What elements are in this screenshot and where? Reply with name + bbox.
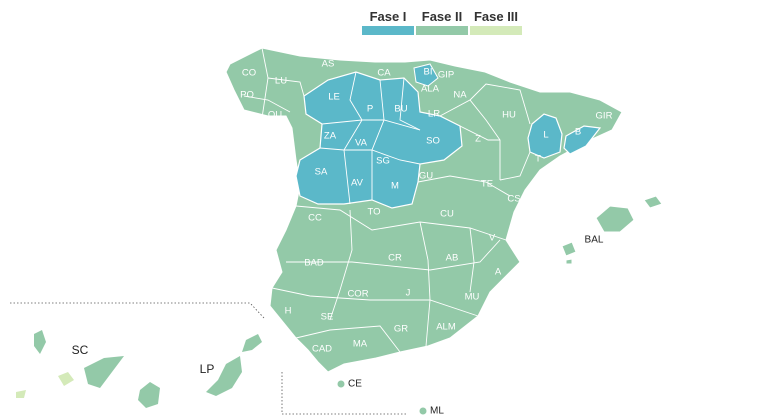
legend-label-phase-3: Fase III: [473, 9, 519, 24]
label-cs: CS: [507, 194, 520, 205]
label-bad: BAD: [304, 258, 324, 269]
label-hu: HU: [502, 110, 516, 121]
legend-item-phase-1: Fase I: [362, 8, 414, 35]
label-lu: LU: [275, 76, 287, 87]
label-ab: AB: [446, 253, 459, 264]
label-mu: MU: [465, 292, 480, 303]
label-le: LE: [328, 92, 340, 103]
label-h: H: [285, 306, 292, 317]
label-ou: OU: [268, 110, 282, 121]
label-se: SE: [321, 312, 334, 323]
legend-swatch-phase-1: [362, 26, 414, 35]
label-cor: COR: [347, 289, 368, 300]
label-ala: ALA: [421, 84, 440, 95]
phase-legend: Fase I Fase II Fase III: [362, 8, 522, 35]
ceuta-marker: [337, 380, 345, 388]
canary-inset-frame: [10, 302, 265, 319]
label-p: P: [367, 104, 373, 115]
label-co: CO: [242, 68, 256, 79]
ceuta-melilla-frame: [281, 372, 408, 415]
fuerteventura: [206, 356, 242, 396]
melilla-marker: [419, 407, 427, 415]
label-alm: ALM: [436, 322, 456, 333]
label-gu: GU: [419, 171, 433, 182]
label-a: A: [495, 267, 502, 278]
label-gir: GIR: [596, 111, 613, 122]
label-to: TO: [367, 207, 380, 218]
label-t: T: [535, 154, 541, 165]
la-gomera: [58, 372, 74, 386]
label-ce: CE: [348, 379, 362, 390]
mainland-spain: [225, 47, 623, 373]
label-bu: BU: [394, 104, 407, 115]
formentera: [565, 258, 573, 265]
la-palma: [34, 330, 46, 354]
label-lp: LP: [200, 362, 215, 376]
gran-canaria: [138, 382, 160, 408]
label-cr: CR: [388, 253, 402, 264]
label-bi: BI: [424, 67, 433, 78]
label-ml: ML: [430, 406, 444, 417]
province-labels: CO LU AS CA BI GIP PO ALA NA OU LE P BU …: [240, 59, 612, 355]
label-va: VA: [355, 138, 368, 149]
label-te: TE: [481, 179, 493, 190]
legend-item-phase-3: Fase III: [470, 8, 522, 35]
province-borders: [243, 47, 531, 353]
label-m: M: [391, 181, 399, 192]
legend-label-phase-2: Fase II: [421, 9, 463, 24]
label-gip: GIP: [438, 70, 454, 81]
label-z: Z: [475, 134, 481, 145]
label-na: NA: [453, 90, 467, 101]
label-b: B: [575, 127, 581, 138]
ibiza: [561, 241, 577, 257]
bizkaia-area-fase-1: [413, 63, 439, 87]
label-bal: BAL: [585, 235, 604, 246]
legend-label-phase-1: Fase I: [369, 9, 407, 24]
label-lr: LR: [428, 109, 440, 120]
label-sa: SA: [315, 167, 328, 178]
barcelona-fase-1: [563, 125, 602, 155]
label-av: AV: [351, 178, 364, 189]
legend-swatch-phase-2: [416, 26, 468, 35]
lleida-fase-1: [527, 113, 563, 159]
label-po: PO: [240, 90, 254, 101]
label-ca: CA: [377, 68, 391, 79]
mallorca: [595, 205, 635, 233]
label-l: L: [543, 130, 548, 141]
tenerife: [84, 356, 124, 388]
label-sg: SG: [376, 156, 390, 167]
menorca: [643, 195, 663, 209]
label-za: ZA: [324, 131, 337, 142]
label-cc: CC: [308, 213, 322, 224]
el-hierro: [16, 390, 26, 398]
label-gr: GR: [394, 324, 408, 335]
label-cad: CAD: [312, 344, 332, 355]
legend-item-phase-2: Fase II: [416, 8, 468, 35]
label-cu: CU: [440, 209, 454, 220]
label-ma: MA: [353, 339, 368, 350]
legend-swatch-phase-3: [470, 26, 522, 35]
label-v: V: [489, 233, 496, 244]
lanzarote: [242, 334, 262, 352]
label-sc: SC: [72, 343, 89, 357]
label-j: J: [406, 288, 411, 299]
label-as: AS: [322, 59, 335, 70]
label-so: SO: [426, 136, 440, 147]
